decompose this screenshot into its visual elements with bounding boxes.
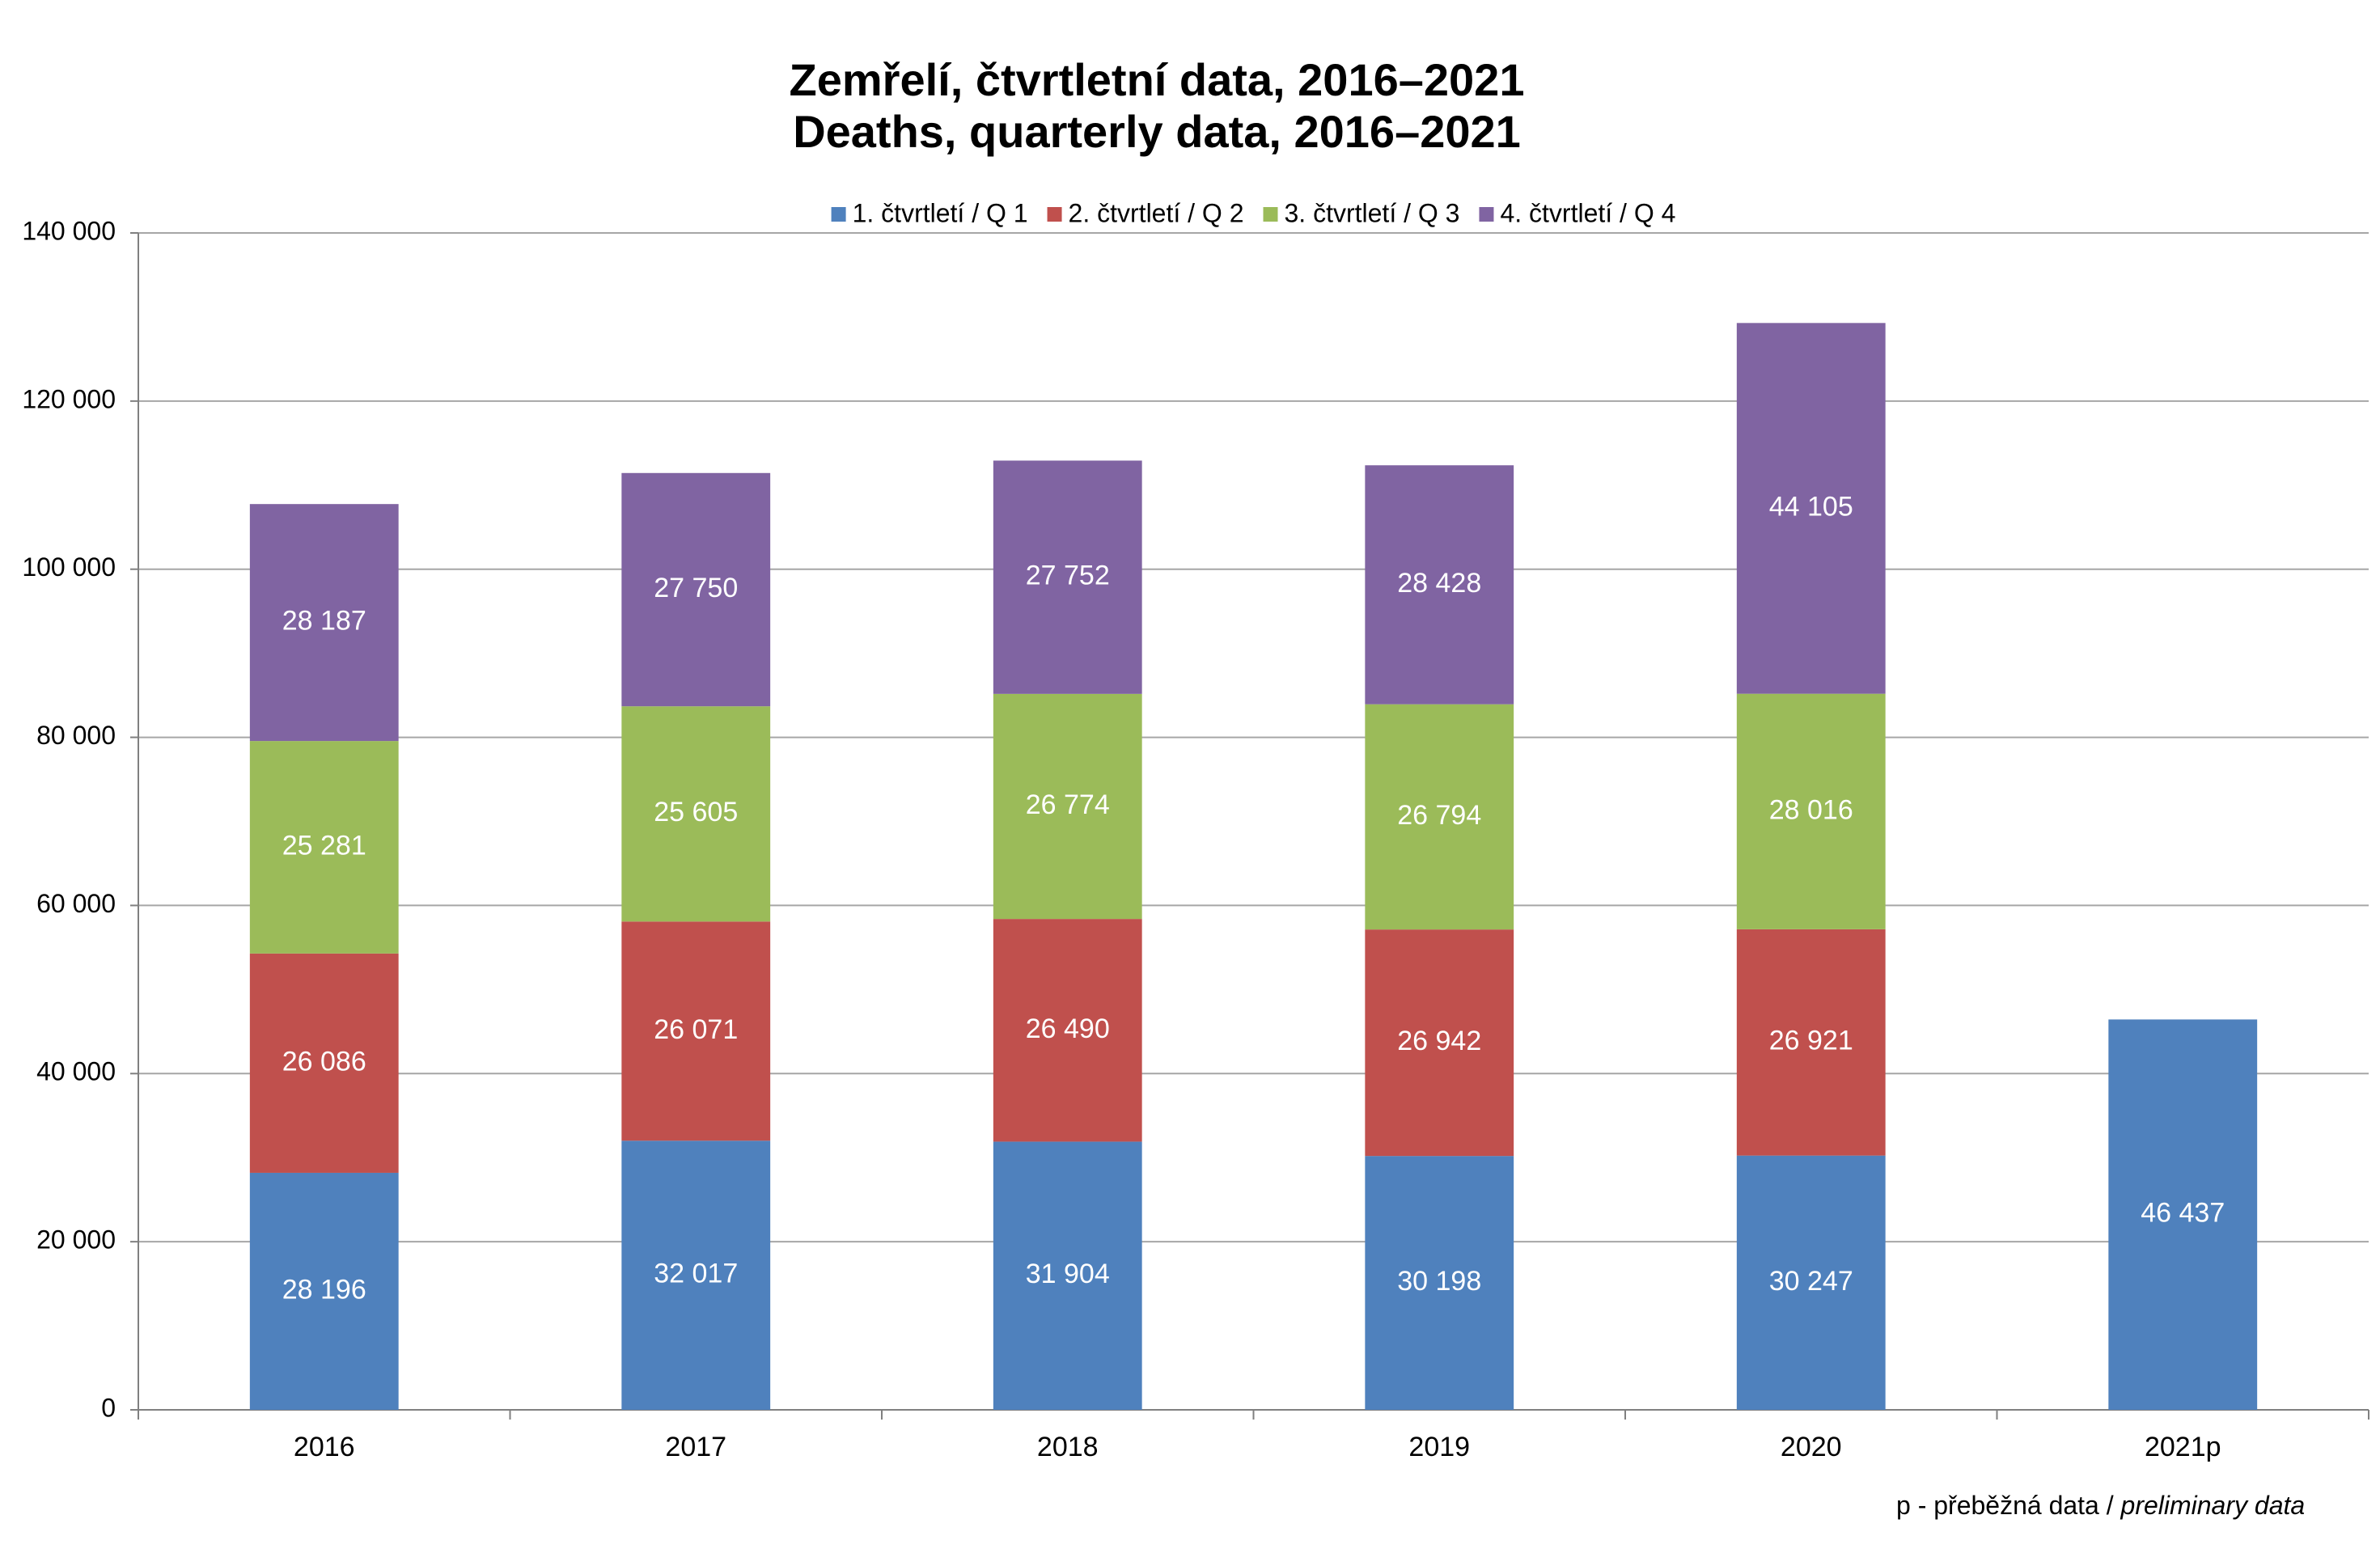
value-label: 26 794 <box>1397 800 1481 831</box>
value-label: 25 605 <box>654 797 738 827</box>
footnote-italic: preliminary data <box>2120 1491 2306 1520</box>
bar-segment <box>1736 929 1886 1156</box>
bar-segment <box>249 1172 399 1410</box>
chart-subtitle: Deaths, quarterly data, 2016–2021 <box>793 106 1521 157</box>
bar-segment <box>1365 1156 1514 1410</box>
value-label: 25 281 <box>282 830 366 861</box>
chart-title: Zemřelí, čtvrtletní data, 2016–2021 <box>790 54 1525 105</box>
value-label: 28 428 <box>1397 568 1481 599</box>
value-label: 44 105 <box>1769 491 1853 522</box>
y-tick-label: 0 <box>101 1393 116 1422</box>
bar-segment <box>1736 1155 1886 1410</box>
legend-swatch <box>831 207 846 222</box>
value-label: 26 086 <box>282 1046 366 1077</box>
bar-segment <box>1736 323 1886 694</box>
y-tick-label: 120 000 <box>22 384 116 413</box>
legend-swatch <box>1479 207 1494 222</box>
value-label: 46 437 <box>2141 1198 2225 1229</box>
x-tick-label: 2020 <box>1781 1432 1842 1462</box>
bar-segment <box>249 504 399 742</box>
bar-segment <box>621 1140 771 1410</box>
bar-segment <box>621 921 771 1141</box>
legend-label: 3. čtvrtletí / Q 3 <box>1285 198 1460 227</box>
x-tick-label: 2017 <box>665 1432 726 1462</box>
bar-segment <box>1736 693 1886 929</box>
bar-segment <box>993 1141 1142 1410</box>
bar-segment <box>1365 465 1514 705</box>
value-label: 31 904 <box>1026 1259 1110 1289</box>
y-tick-label: 100 000 <box>22 552 116 582</box>
footnote-text: p - přeběžná data / <box>1896 1491 2114 1520</box>
legend-label: 2. čtvrtletí / Q 2 <box>1069 198 1244 227</box>
x-tick-label: 2016 <box>294 1432 355 1462</box>
value-label: 26 490 <box>1026 1013 1110 1044</box>
bar-segment <box>249 953 399 1173</box>
bar-segment <box>621 472 771 707</box>
bar-segment <box>621 706 771 922</box>
value-label: 27 752 <box>1026 561 1110 591</box>
value-label: 30 247 <box>1769 1266 1853 1297</box>
value-label: 26 921 <box>1769 1026 1853 1056</box>
value-label: 27 750 <box>654 573 738 603</box>
value-label: 28 187 <box>282 606 366 637</box>
bar-segment <box>2108 1019 2258 1410</box>
legend-label: 4. čtvrtletí / Q 4 <box>1500 198 1675 227</box>
x-tick-label: 2019 <box>1408 1432 1470 1462</box>
bar-segment <box>993 460 1142 694</box>
y-tick-label: 80 000 <box>36 721 116 750</box>
y-tick-label: 20 000 <box>36 1225 116 1255</box>
value-label: 30 198 <box>1397 1266 1481 1297</box>
bar-segment <box>1365 929 1514 1157</box>
legend-swatch <box>1263 207 1278 222</box>
bar-segment <box>993 919 1142 1142</box>
value-label: 26 071 <box>654 1014 738 1045</box>
legend-label: 1. čtvrtletí / Q 1 <box>853 198 1028 227</box>
y-tick-label: 60 000 <box>36 889 116 918</box>
bar-segment <box>1365 704 1514 930</box>
footnote: p - přeběžná data / preliminary data <box>1896 1491 2305 1520</box>
y-tick-label: 40 000 <box>36 1057 116 1086</box>
y-tick-label: 140 000 <box>22 216 116 245</box>
bar-segment <box>993 693 1142 920</box>
legend-swatch <box>1047 207 1062 222</box>
value-label: 28 016 <box>1769 794 1853 825</box>
value-label: 26 942 <box>1397 1026 1481 1056</box>
x-tick-label: 2018 <box>1037 1432 1099 1462</box>
bar-segment <box>249 741 399 954</box>
value-label: 26 774 <box>1026 789 1110 820</box>
value-label: 32 017 <box>654 1259 738 1289</box>
x-tick-label: 2021p <box>2145 1432 2221 1462</box>
value-label: 28 196 <box>282 1274 366 1305</box>
